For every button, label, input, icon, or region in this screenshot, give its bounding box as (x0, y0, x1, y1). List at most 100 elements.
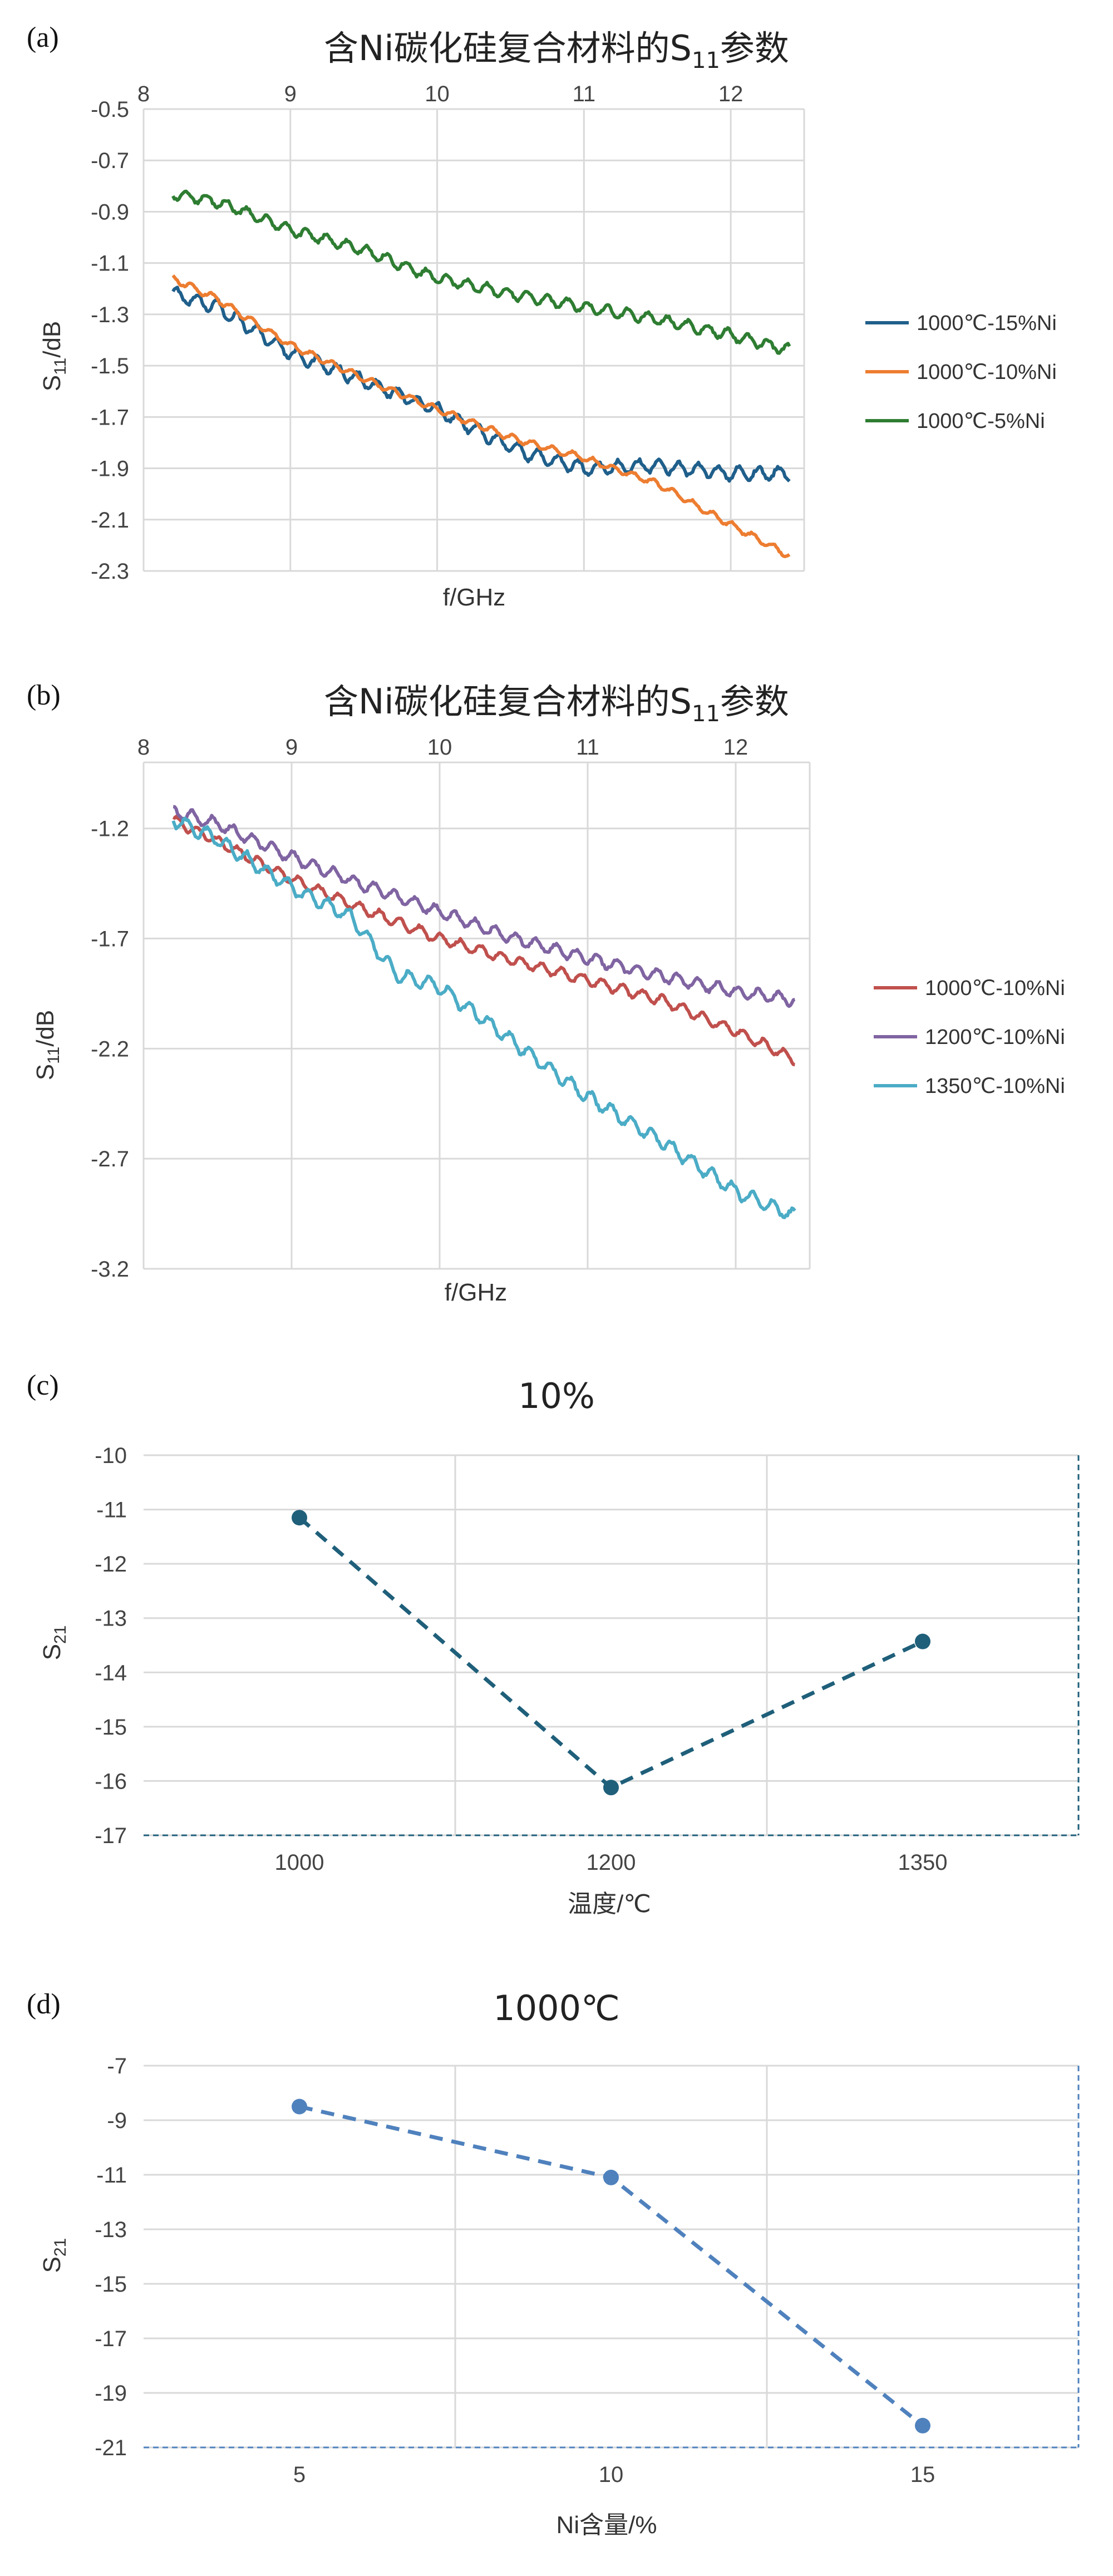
x-axis-label-b: f/GHz (445, 1279, 507, 1306)
y-ticks-b: -1.2 -1.7 -2.2 -2.7 -3.2 (91, 817, 129, 1282)
x-tick-a-8: 8 (137, 82, 150, 106)
y-tick-c--14: -14 (95, 1661, 127, 1685)
panel-label-c: (c) (27, 1370, 59, 1401)
data-point-d-5 (292, 2099, 307, 2115)
series-line-a-2 (171, 274, 791, 559)
y-tick-c--10: -10 (95, 1444, 127, 1468)
y-tick-b--2.2: -2.2 (91, 1037, 129, 1061)
x-tick-a-11: 11 (573, 82, 596, 106)
y-axis-label-a: S11/dB (38, 321, 70, 392)
x-tick-c-1350: 1350 (898, 1850, 948, 1875)
y-tick-d--21: -21 (95, 2436, 127, 2460)
series-layer-a (171, 189, 791, 559)
legend-label-b-1: 1000℃-10%Ni (925, 977, 1065, 1000)
y-tick-a--1.9: -1.9 (91, 457, 129, 481)
panel-b: (b) 含Ni碳化硅复合材料的S11参数 8 9 10 11 12 -1.2 -1.7 -2… (27, 679, 1065, 1306)
y-tick-c--12: -12 (95, 1552, 127, 1577)
x-axis-label-c: 温度/℃ (568, 1890, 651, 1918)
x-tick-b-10: 10 (427, 735, 452, 760)
x-tick-d-5: 5 (293, 2462, 306, 2487)
series-layer-d (292, 2099, 930, 2434)
y-tick-b--1.2: -1.2 (91, 817, 129, 841)
x-tick-a-10: 10 (425, 82, 450, 106)
y-tick-a--2.1: -2.1 (91, 508, 129, 533)
y-tick-b--2.7: -2.7 (91, 1147, 129, 1171)
x-tick-c-1000: 1000 (275, 1850, 324, 1875)
chart-title-a: 含Ni碳化硅复合材料的S11参数 (324, 28, 789, 73)
y-ticks-a: -0.5 -0.7 -0.9 -1.1 -1.3 -1.5 -1.7 -1.9 -2.1 -2.3 (91, 97, 129, 584)
x-tick-b-11: 11 (576, 735, 599, 760)
y-tick-a--0.5: -0.5 (91, 97, 129, 122)
grid-d (144, 2065, 1080, 2449)
x-tick-b-9: 9 (285, 735, 298, 760)
data-point-d-10 (603, 2169, 619, 2185)
panel-label-a: (a) (27, 22, 59, 53)
y-tick-a--0.7: -0.7 (91, 149, 129, 173)
panel-d: (d) 1000℃ 5 10 15 -7 -9 -11 -13 -15 -17 -19 -21 N… (27, 1988, 1080, 2539)
y-tick-d--13: -13 (95, 2218, 127, 2242)
series-layer-c (292, 1510, 930, 1796)
y-tick-d--19: -19 (95, 2381, 127, 2406)
legend-label-a-1: 1000℃-15%Ni (917, 312, 1057, 335)
chart-title-b: 含Ni碳化硅复合材料的S11参数 (324, 681, 789, 727)
y-tick-d--17: -17 (95, 2327, 127, 2351)
legend-b: 1000℃-10%Ni 1200℃-10%Ni 1350℃-10%Ni (874, 977, 1065, 1098)
series-line-d (299, 2105, 924, 2427)
y-tick-a--0.9: -0.9 (91, 200, 129, 224)
y-tick-a--1.5: -1.5 (91, 354, 129, 378)
x-tick-a-12: 12 (718, 82, 743, 106)
series-line-a-1 (171, 285, 791, 483)
legend-label-a-3: 1000℃-5%Ni (917, 410, 1045, 433)
y-tick-a--1.3: -1.3 (91, 303, 129, 327)
series-line-b-2 (173, 805, 796, 1008)
grid-c (144, 1454, 1080, 1836)
x-tick-b-8: 8 (137, 735, 150, 760)
y-tick-b--3.2: -3.2 (91, 1257, 129, 1282)
series-line-b-3 (171, 816, 796, 1219)
y-tick-a--1.7: -1.7 (91, 405, 129, 430)
x-tick-b-12: 12 (723, 735, 748, 760)
legend-label-a-2: 1000℃-10%Ni (917, 361, 1057, 384)
grid-b (142, 761, 811, 1270)
grid-a (142, 108, 805, 572)
x-tick-a-9: 9 (284, 82, 297, 106)
x-ticks-d: 5 10 15 (293, 2462, 935, 2487)
y-tick-c--13: -13 (95, 1607, 127, 1631)
y-tick-a--1.1: -1.1 (91, 252, 129, 276)
y-tick-b--1.7: -1.7 (91, 927, 129, 952)
data-point-c-1000 (292, 1510, 307, 1526)
y-ticks-d: -7 -9 -11 -13 -15 -17 -19 -21 (95, 2054, 127, 2460)
data-point-c-1350 (915, 1633, 930, 1649)
panel-a: (a) 含Ni碳化硅复合材料的S11参数 8 9 10 11 12 -0.5-0.7-0… (27, 22, 1057, 611)
chart-title-c: 10% (518, 1376, 595, 1416)
y-tick-a--2.3: -2.3 (91, 559, 129, 584)
y-axis-label-d: S21 (38, 2238, 70, 2273)
y-tick-d--15: -15 (95, 2272, 127, 2297)
y-axis-label-c: S21 (38, 1626, 70, 1661)
x-ticks-a: 8 9 10 11 12 (137, 82, 743, 106)
x-ticks-b: 8 9 10 11 12 (137, 735, 748, 760)
y-axis-label-b: S11/dB (32, 1010, 63, 1081)
panel-label-d: (d) (27, 1988, 61, 2020)
panel-c: (c) 10% 1000 1200 1350 -10-11-12-13-14-15-… (27, 1370, 1080, 1918)
series-layer-b (171, 805, 796, 1219)
y-ticks-c: -10 -11 -12 -13 -14 -15 -16 -17 (95, 1444, 127, 1848)
x-tick-c-1200: 1200 (587, 1850, 636, 1875)
legend-label-b-2: 1200℃-10%Ni (925, 1026, 1065, 1049)
x-ticks-c: 1000 1200 1350 (275, 1850, 948, 1875)
panel-label-b: (b) (27, 679, 61, 711)
series-line-c (298, 1516, 924, 1790)
x-tick-d-10: 10 (599, 2462, 624, 2487)
chart-title-d: 1000℃ (493, 1988, 619, 2028)
y-tick-d--11: -11 (96, 2163, 127, 2188)
x-axis-label-a: f/GHz (443, 584, 505, 611)
x-axis-label-d: Ni含量/% (556, 2511, 657, 2539)
y-tick-c--16: -16 (95, 1769, 127, 1794)
series-line-b-1 (172, 815, 795, 1067)
y-tick-d--7: -7 (107, 2054, 127, 2078)
x-tick-d-15: 15 (910, 2462, 935, 2487)
data-point-d-15 (915, 2417, 930, 2434)
y-tick-c--15: -15 (95, 1715, 127, 1740)
legend-label-b-3: 1350℃-10%Ni (925, 1075, 1065, 1098)
